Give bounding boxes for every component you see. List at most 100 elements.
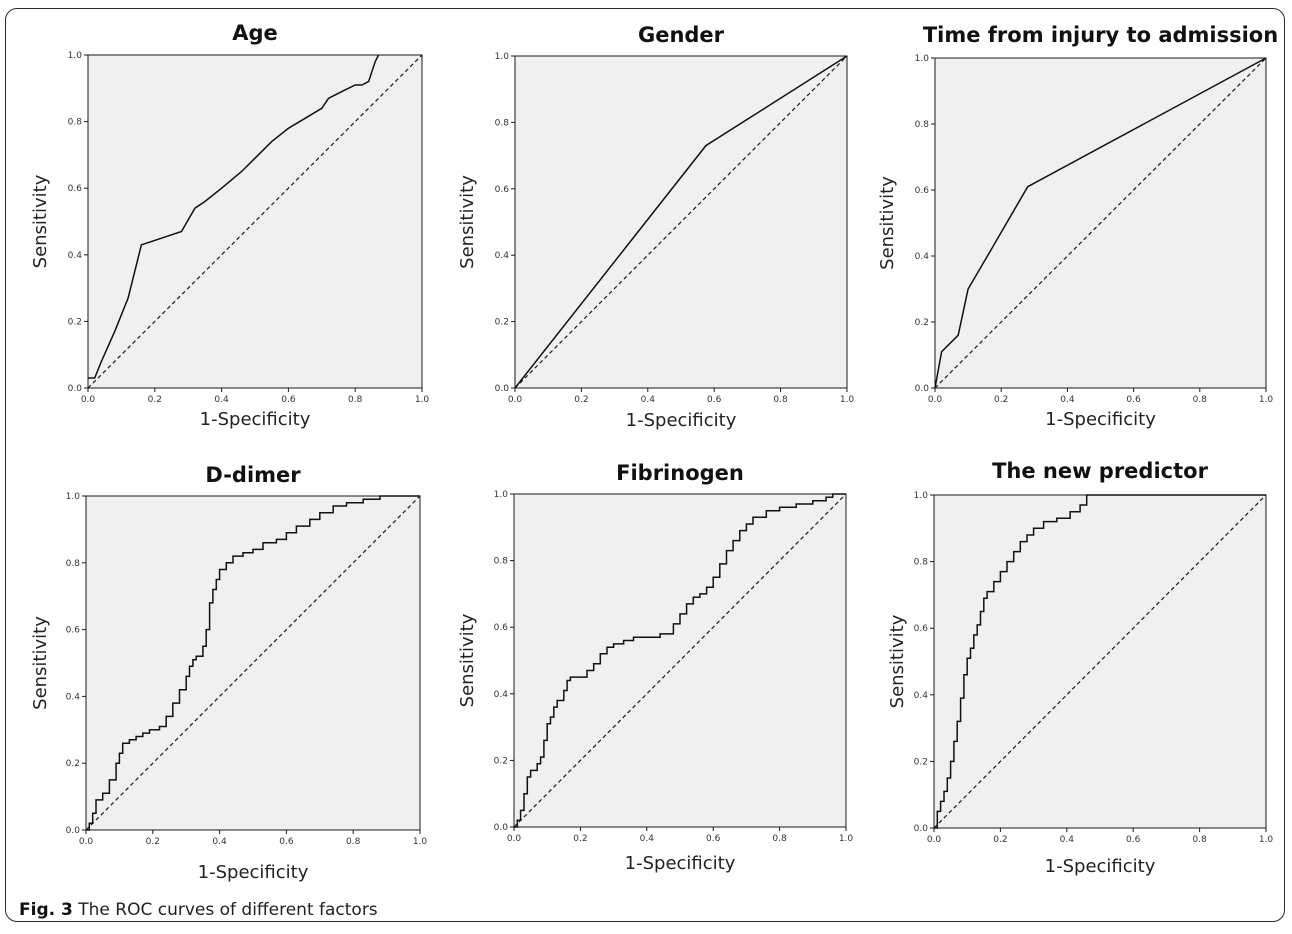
x-tick-label: 0.2 [574, 395, 588, 405]
y-tick-label: 0.6 [915, 186, 930, 196]
x-tick-label: 0.8 [348, 395, 363, 405]
x-tick-label: 0.0 [927, 835, 942, 845]
y-tick-label: 0.2 [66, 759, 80, 769]
roc-curve [934, 494, 1266, 829]
y-tick-label: 0.2 [915, 318, 929, 328]
x-tick-label: 0.6 [281, 395, 296, 405]
x-tick-label: 1.0 [839, 834, 854, 844]
y-tick-label: 1.0 [914, 491, 929, 501]
reference-line [513, 493, 847, 828]
x-tick-label: 0.2 [148, 395, 162, 405]
y-tick-label: 0.4 [494, 690, 509, 700]
figure-caption-text: The ROC curves of different factors [78, 900, 378, 920]
y-tick-label: 1.0 [915, 54, 930, 64]
y-tick-label: 0.4 [68, 251, 83, 261]
y-tick-label: 0.4 [914, 691, 929, 701]
x-axis-label: 1-Specificity [626, 410, 737, 431]
reference-line [933, 494, 1267, 829]
x-tick-label: 0.8 [1192, 835, 1207, 845]
roc-panel-4: D-dimer 0.0 0.2 0.4 0.6 0.8 1.0 0.0 0.2 0.4 0.6 0.8… [30, 463, 427, 883]
x-axis-label: 1-Specificity [1045, 856, 1156, 877]
y-tick-label: 1.0 [68, 51, 83, 61]
x-axis-label: 1-Specificity [200, 409, 311, 430]
y-axis-label: Sensitivity [30, 174, 51, 268]
roc-curve [86, 495, 420, 831]
y-tick-label: 0.0 [914, 824, 929, 834]
y-tick-label: 0.8 [915, 120, 930, 130]
y-tick-label: 0.0 [495, 384, 510, 394]
x-tick-label: 0.6 [707, 395, 722, 405]
y-tick-label: 0.4 [915, 252, 930, 262]
roc-panel-2: Gender 0.0 0.2 0.4 0.6 0.8 1.0 0.0 0.2 0.4 0.6 0.8 1… [457, 23, 854, 431]
x-tick-label: 0.4 [214, 395, 229, 405]
x-tick-label: 0.4 [1060, 835, 1075, 845]
panel-title: The new predictor [992, 459, 1209, 483]
panel-title: Gender [638, 23, 725, 47]
x-tick-label: 0.8 [772, 834, 787, 844]
x-tick-label: 0.0 [81, 395, 96, 405]
roc-panel-6: The new predictor 0.0 0.2 0.4 0.6 0.8 1.0 0.0 0.… [887, 459, 1273, 877]
y-tick-label: 0.6 [914, 624, 929, 634]
y-tick-label: 0.0 [494, 823, 509, 833]
x-tick-label: 0.2 [146, 837, 160, 847]
roc-curve [88, 54, 380, 379]
x-tick-label: 0.0 [508, 395, 523, 405]
x-tick-label: 0.4 [212, 837, 227, 847]
roc-curve [514, 493, 846, 828]
y-tick-label: 0.8 [494, 557, 509, 567]
x-tick-label: 1.0 [1259, 395, 1274, 405]
reference-line [87, 54, 423, 389]
x-tick-label: 0.0 [507, 834, 522, 844]
roc-panel-1: Age 0.0 0.2 0.4 0.6 0.8 1.0 0.0 0.2 0.4 0.6 0.8 1.0 1… [30, 21, 429, 430]
x-tick-label: 1.0 [415, 395, 430, 405]
y-tick-label: 0.0 [915, 384, 930, 394]
x-tick-label: 1.0 [840, 395, 855, 405]
y-tick-label: 0.4 [495, 251, 510, 261]
x-tick-label: 1.0 [1259, 835, 1274, 845]
x-tick-label: 0.0 [79, 837, 94, 847]
y-tick-label: 0.6 [495, 185, 510, 195]
panel-title: Fibrinogen [616, 461, 744, 485]
x-tick-label: 0.6 [1126, 835, 1141, 845]
x-tick-label: 0.2 [993, 835, 1007, 845]
x-axis-label: 1-Specificity [625, 853, 736, 874]
y-tick-label: 1.0 [494, 490, 509, 500]
y-axis-label: Sensitivity [457, 613, 478, 707]
figure-label: Fig. 3 [19, 900, 73, 920]
y-axis-label: Sensitivity [877, 176, 898, 270]
y-tick-label: 0.6 [68, 184, 83, 194]
x-tick-label: 0.2 [994, 395, 1008, 405]
roc-panel-3: Time from injury to admission 0.0 0.2 0.4 0.… [877, 23, 1278, 430]
roc-panel-5: Fibrinogen 0.0 0.2 0.4 0.6 0.8 1.0 0.0 0.2 0.4 0.6… [457, 461, 853, 874]
x-tick-label: 0.2 [573, 834, 587, 844]
x-tick-label: 1.0 [413, 837, 428, 847]
reference-line [514, 55, 848, 389]
panel-title: Time from injury to admission [923, 23, 1278, 47]
x-tick-label: 0.6 [279, 837, 294, 847]
y-tick-label: 1.0 [66, 492, 81, 502]
y-tick-label: 0.8 [495, 118, 510, 128]
y-tick-label: 0.8 [68, 118, 83, 128]
y-tick-label: 1.0 [495, 52, 510, 62]
y-tick-label: 0.6 [66, 626, 81, 636]
y-tick-label: 0.2 [495, 318, 509, 328]
x-tick-label: 0.4 [1060, 395, 1075, 405]
y-tick-label: 0.0 [66, 826, 81, 836]
figure-frame [5, 8, 1285, 922]
y-axis-label: Sensitivity [887, 614, 908, 708]
x-axis-label: 1-Specificity [1045, 409, 1156, 430]
reference-line [934, 57, 1267, 389]
x-tick-label: 0.6 [1126, 395, 1141, 405]
panel-title: Age [232, 21, 278, 45]
figure-caption: Fig. 3 The ROC curves of different facto… [19, 900, 378, 920]
y-tick-label: 0.8 [914, 558, 929, 568]
y-tick-label: 0.8 [66, 559, 81, 569]
y-tick-label: 0.6 [494, 623, 509, 633]
y-axis-label: Sensitivity [457, 175, 478, 269]
x-axis-label: 1-Specificity [198, 862, 309, 883]
y-tick-label: 0.4 [66, 692, 81, 702]
x-tick-label: 0.6 [706, 834, 721, 844]
roc-curve [514, 55, 848, 389]
